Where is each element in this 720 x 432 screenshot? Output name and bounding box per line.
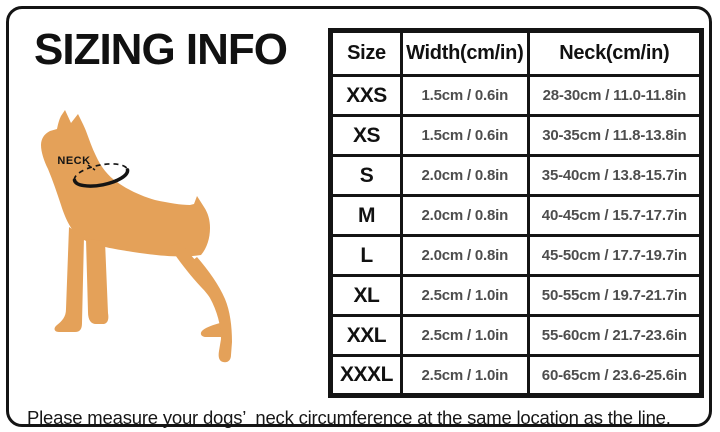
size-cell: XXL [329, 314, 403, 357]
table-row: L 2.0cm / 0.8in 45-50cm / 17.7-19.7in [329, 234, 704, 277]
width-cell: 2.0cm / 0.8in [399, 194, 530, 237]
dog-silhouette-svg: NECK [41, 110, 232, 363]
width-cell: 2.0cm / 0.8in [399, 154, 530, 197]
size-cell: XL [329, 274, 403, 317]
width-cell: 2.5cm / 1.0in [399, 274, 530, 317]
table-row: XXXL 2.5cm / 1.0in 60-65cm / 23.6-25.6in [329, 354, 704, 397]
neck-measure-line-dashed [73, 163, 129, 181]
table-row: XL 2.5cm / 1.0in 50-55cm / 19.7-21.7in [329, 274, 704, 317]
width-cell: 1.5cm / 0.6in [399, 74, 530, 117]
header-neck: Neck(cm/in) [526, 29, 704, 77]
width-cell: 2.5cm / 1.0in [399, 314, 530, 357]
size-cell: XS [329, 114, 403, 157]
width-cell: 1.5cm / 0.6in [399, 114, 530, 157]
size-cell: S [329, 154, 403, 197]
neck-cell: 50-55cm / 19.7-21.7in [526, 274, 704, 317]
header-size: Size [329, 29, 403, 77]
table-row: XXS 1.5cm / 0.6in 28-30cm / 11.0-11.8in [329, 74, 704, 117]
table-row: XS 1.5cm / 0.6in 30-35cm / 11.8-13.8in [329, 114, 704, 157]
rounded-border-card: SIZING INFO NECK [6, 6, 712, 428]
dog-rear-leg-far [188, 257, 232, 363]
neck-cell: 30-35cm / 11.8-13.8in [526, 114, 704, 157]
table-row: S 2.0cm / 0.8in 35-40cm / 13.8-15.7in [329, 154, 704, 197]
page-title: SIZING INFO [34, 25, 288, 74]
dog-rear-leg-near [169, 243, 229, 337]
dog-body-shape [41, 110, 210, 257]
sizing-table: Size Width(cm/in) Neck(cm/in) XXS 1.5cm … [328, 28, 704, 398]
neck-cell: 60-65cm / 23.6-25.6in [526, 354, 704, 397]
sizing-table-body: XXS 1.5cm / 0.6in 28-30cm / 11.0-11.8in … [329, 74, 704, 397]
size-cell: XXS [329, 74, 403, 117]
neck-label: NECK [57, 155, 90, 167]
dog-front-leg-far [86, 239, 109, 324]
neck-cell: 35-40cm / 13.8-15.7in [526, 154, 704, 197]
neck-label-leader-line [87, 164, 96, 171]
header-width: Width(cm/in) [399, 29, 530, 77]
dog-illustration: NECK [11, 99, 331, 399]
table-header-row: Size Width(cm/in) Neck(cm/in) [329, 29, 704, 77]
measurement-instruction: Please measure your dogs’ neck circumfer… [27, 407, 671, 428]
table-row: XXL 2.5cm / 1.0in 55-60cm / 21.7-23.6in [329, 314, 704, 357]
neck-cell: 45-50cm / 17.7-19.7in [526, 234, 704, 277]
neck-cell: 40-45cm / 15.7-17.7in [526, 194, 704, 237]
neck-measure-line-solid [72, 168, 130, 188]
neck-cell: 55-60cm / 21.7-23.6in [526, 314, 704, 357]
neck-cell: 28-30cm / 11.0-11.8in [526, 74, 704, 117]
width-cell: 2.5cm / 1.0in [399, 354, 530, 397]
size-cell: M [329, 194, 403, 237]
width-cell: 2.0cm / 0.8in [399, 234, 530, 277]
size-cell: XXXL [329, 354, 403, 397]
size-cell: L [329, 234, 403, 277]
table-row: M 2.0cm / 0.8in 40-45cm / 15.7-17.7in [329, 194, 704, 237]
dog-front-leg-near [54, 227, 84, 332]
sizing-table-header: Size Width(cm/in) Neck(cm/in) [329, 29, 704, 77]
